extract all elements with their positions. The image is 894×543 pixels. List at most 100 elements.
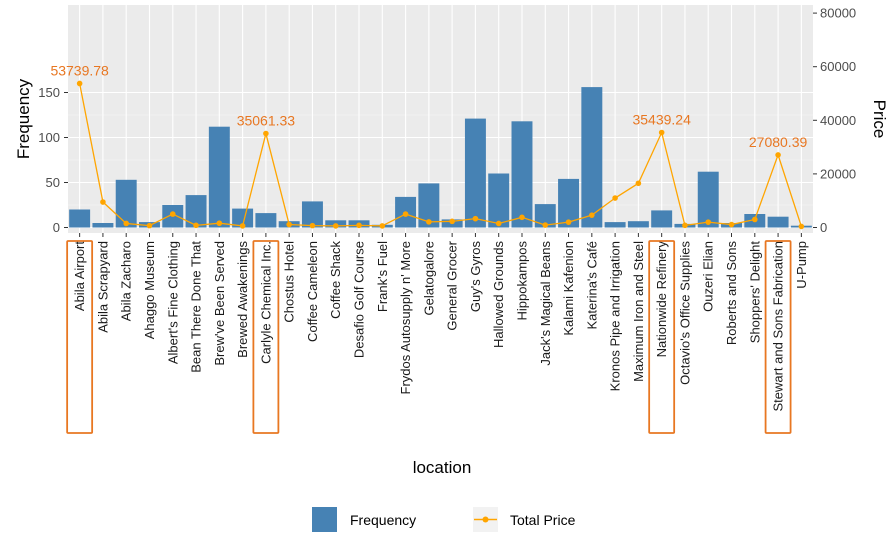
price-point bbox=[658, 129, 665, 136]
price-point bbox=[449, 218, 455, 225]
highlight-box bbox=[764, 240, 792, 434]
annotations: 53739.78 35061.33 35439.24 27080.39 bbox=[50, 62, 807, 149]
legend: Frequency Total Price bbox=[312, 507, 576, 532]
price-point bbox=[309, 222, 316, 229]
price-point bbox=[76, 80, 83, 87]
y2-axis-title: Price bbox=[870, 100, 889, 139]
bar bbox=[301, 201, 323, 228]
x-axis-ticks bbox=[79, 233, 802, 237]
highlight-box bbox=[66, 240, 94, 434]
price-point bbox=[379, 223, 386, 229]
y-axis-title: Frequency bbox=[14, 78, 33, 159]
price-point bbox=[146, 222, 153, 229]
price-point bbox=[332, 223, 339, 229]
y-tick-label: 150 bbox=[38, 85, 60, 100]
price-point bbox=[798, 223, 805, 230]
bar bbox=[511, 121, 533, 228]
price-point bbox=[728, 221, 735, 228]
price-line-path bbox=[79, 83, 802, 227]
price-point bbox=[565, 219, 572, 225]
y-tick-label: 100 bbox=[38, 130, 60, 145]
x-tick-label: Kronos Pipe and Irrigation bbox=[608, 241, 623, 391]
price-point bbox=[216, 220, 223, 227]
bar bbox=[651, 210, 673, 228]
price-point bbox=[682, 222, 688, 229]
price-annotation: 35439.24 bbox=[632, 112, 691, 128]
highlight-box bbox=[648, 240, 676, 434]
y2-tick-label: 40000 bbox=[820, 113, 856, 128]
price-point bbox=[100, 199, 106, 205]
price-point bbox=[751, 216, 758, 223]
highlight-box bbox=[252, 240, 280, 434]
x-tick-label: Hallowed Grounds bbox=[491, 241, 506, 348]
bar bbox=[92, 223, 114, 228]
legend-frequency-swatch bbox=[312, 507, 337, 532]
x-tick-label: Carlyle Chemical Inc. bbox=[258, 241, 273, 364]
x-tick-label: Jack's Magical Beans bbox=[538, 241, 553, 366]
price-point bbox=[612, 195, 618, 201]
x-tick-label: Abila Airport bbox=[72, 241, 87, 311]
price-point bbox=[542, 222, 549, 228]
bar bbox=[464, 118, 486, 228]
y2-tick-label: 0 bbox=[820, 220, 827, 235]
x-tick-label: Chostus Hotel bbox=[282, 241, 297, 323]
price-point bbox=[123, 220, 130, 227]
x-tick-label: Frank's Fuel bbox=[375, 241, 390, 312]
x-tick-label: Bean There Done That bbox=[189, 241, 204, 373]
x-tick-label: Roberts and Sons bbox=[724, 241, 739, 346]
price-point bbox=[775, 152, 781, 158]
legend-frequency-label: Frequency bbox=[350, 512, 416, 528]
x-tick-label: Maximum Iron and Steel bbox=[631, 241, 646, 382]
bar bbox=[604, 222, 626, 228]
bar bbox=[69, 209, 91, 228]
legend-price-label: Total Price bbox=[510, 512, 576, 528]
x-tick-label: Abila Scrapyard bbox=[95, 241, 110, 333]
price-point bbox=[356, 222, 362, 229]
legend-price-point bbox=[482, 516, 489, 523]
price-point bbox=[495, 220, 502, 227]
bar bbox=[558, 178, 580, 228]
x-tick-label: Albert's Fine Clothing bbox=[165, 241, 180, 364]
x-tick-label: Coffee Cameleon bbox=[305, 241, 320, 342]
x-tick-label: Ahaggo Museum bbox=[142, 241, 157, 339]
y-tick-label: 50 bbox=[46, 175, 60, 190]
x-tick-label: Hippokampos bbox=[514, 241, 529, 321]
x-tick-label: General Grocer bbox=[445, 240, 460, 330]
bar bbox=[534, 204, 556, 228]
bar bbox=[488, 173, 510, 228]
x-tick-label: Brewed Awakenings bbox=[235, 241, 250, 358]
highlight-boxes bbox=[66, 240, 792, 434]
price-point bbox=[705, 219, 712, 225]
price-point bbox=[169, 211, 176, 217]
bar bbox=[581, 87, 603, 228]
x-tick-label: Kalami Kafenion bbox=[561, 241, 576, 336]
y2-tick-label: 20000 bbox=[820, 166, 856, 181]
x-tick-label: Gelatogalore bbox=[421, 241, 436, 315]
bar bbox=[115, 179, 137, 228]
price-point bbox=[472, 215, 479, 222]
price-line bbox=[79, 83, 802, 227]
price-point bbox=[519, 214, 525, 221]
x-axis-labels: Abila Airport Abila Scrapyard Abila Zachar… bbox=[72, 240, 809, 411]
x-tick-label: Frydos Autosupply n' More bbox=[398, 241, 413, 395]
price-points bbox=[76, 80, 805, 230]
y-tick-label: 0 bbox=[53, 220, 60, 235]
plot-panel bbox=[68, 5, 813, 233]
right-axis-ticks: 0 20000 40000 60000 80000 bbox=[813, 6, 856, 235]
bar bbox=[418, 183, 440, 228]
x-axis-title: location bbox=[413, 458, 472, 477]
y2-tick-label: 80000 bbox=[820, 6, 856, 21]
price-annotation: 27080.39 bbox=[749, 134, 808, 150]
x-tick-label: Nationwide Refinery bbox=[654, 241, 669, 358]
x-tick-label: Abila Zacharo bbox=[119, 241, 134, 321]
x-tick-label: Brew've Been Served bbox=[212, 241, 227, 366]
x-tick-label: Shoppers' Delight bbox=[747, 241, 762, 344]
x-tick-label: Guy's Gyros bbox=[468, 241, 483, 313]
price-point bbox=[635, 180, 642, 187]
x-tick-label: Coffee Shack bbox=[328, 241, 343, 319]
x-tick-label: Desafio Golf Course bbox=[352, 241, 367, 358]
y2-tick-label: 60000 bbox=[820, 59, 856, 74]
bar bbox=[697, 171, 719, 228]
x-tick-label: Katerina's Café bbox=[584, 241, 599, 329]
